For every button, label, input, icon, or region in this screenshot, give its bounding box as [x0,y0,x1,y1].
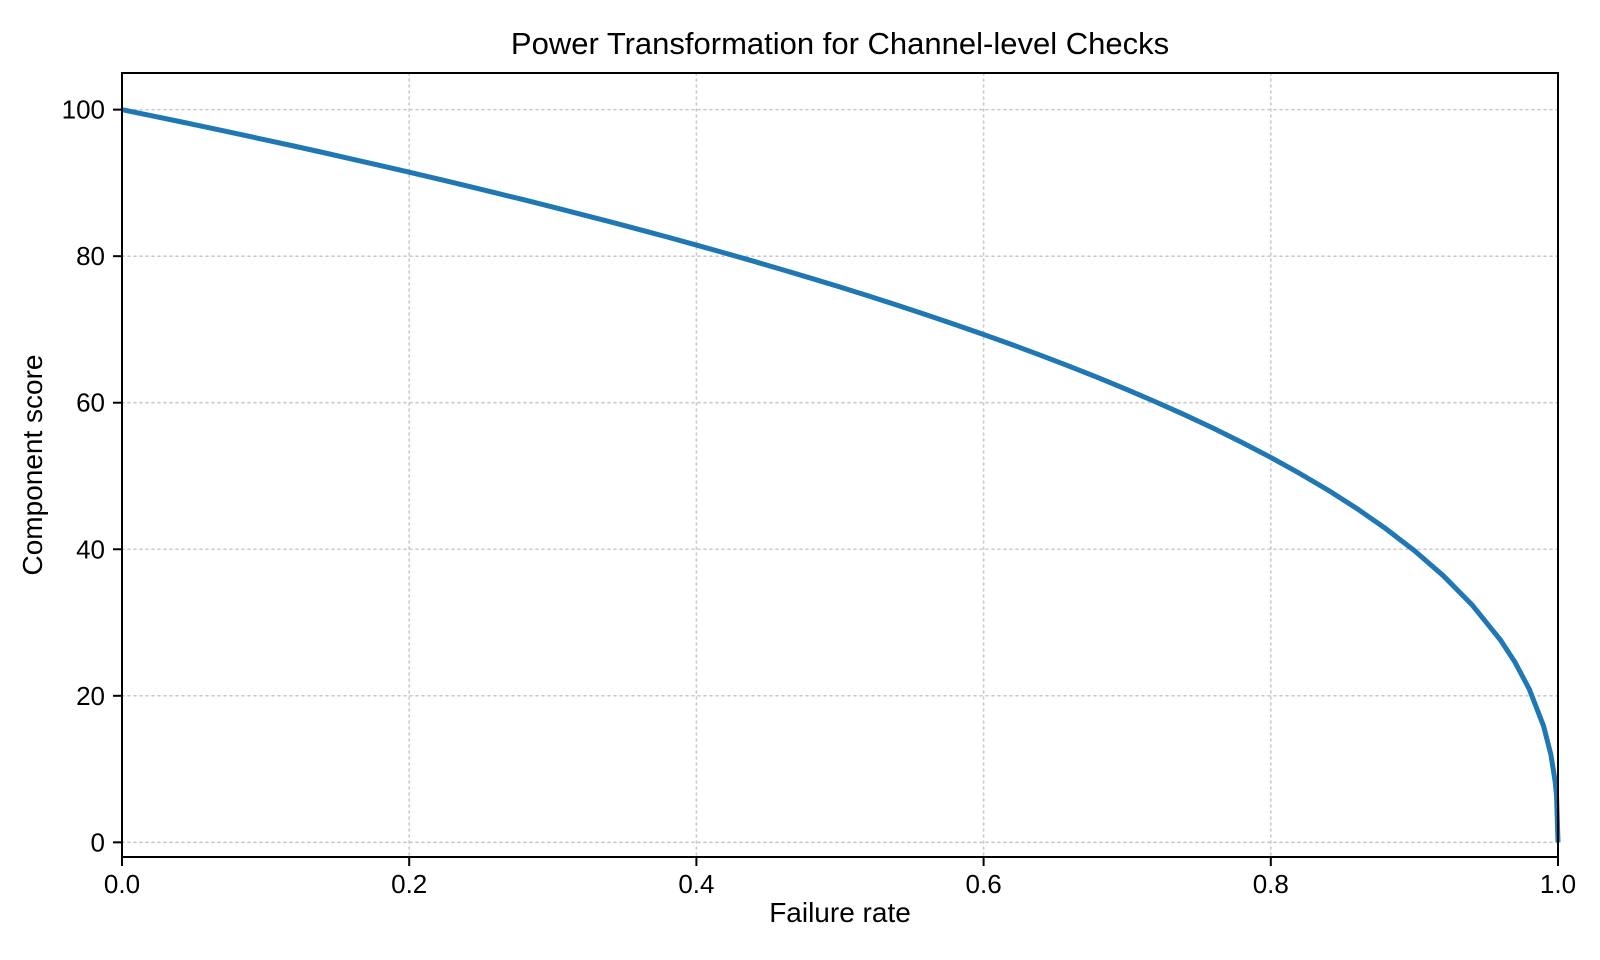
x-axis-label: Failure rate [769,897,911,928]
x-tick-label: 0.0 [104,869,140,899]
x-tick-label: 0.8 [1253,869,1289,899]
plot-border [121,72,1559,858]
x-tick-label: 1.0 [1540,869,1576,899]
grid [121,72,1559,858]
tick-labels: 0.0 0.2 0.4 0.6 0.8 1.0 0 20 40 60 80 100 [62,95,1576,899]
x-tick-label: 0.4 [678,869,714,899]
y-tick-label: 80 [76,241,105,271]
y-axis-label: Component score [17,354,48,575]
curve-component-score-curve [121,107,1561,843]
chart-title: Power Transformation for Channel-level C… [511,26,1169,61]
y-tick-label: 40 [76,534,105,564]
y-tick-label: 0 [91,827,105,857]
series [121,107,1561,843]
y-tick-label: 20 [76,681,105,711]
x-tick-label: 0.2 [391,869,427,899]
y-tick-label: 100 [62,95,105,125]
ticks [113,108,1559,866]
y-tick-label: 60 [76,388,105,418]
x-tick-label: 0.6 [966,869,1002,899]
